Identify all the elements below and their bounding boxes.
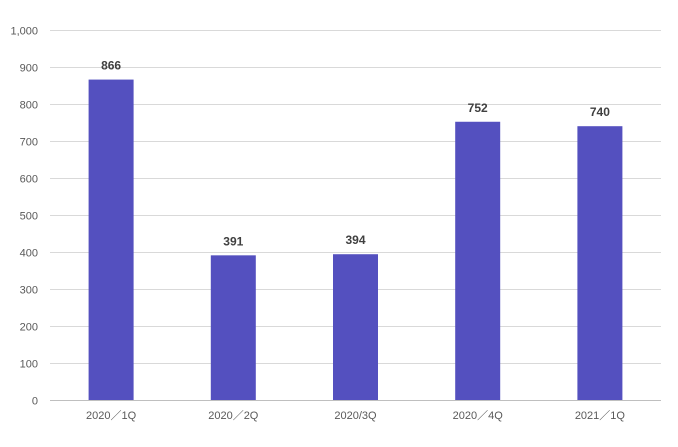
x-tick-label: 2020／4Q (453, 409, 504, 422)
y-tick-label: 500 (20, 211, 38, 223)
bar (333, 254, 378, 400)
gridlines (50, 30, 661, 364)
bar (577, 126, 623, 400)
y-tick-label: 700 (20, 137, 38, 149)
y-tick-label: 900 (20, 63, 38, 75)
data-label: 394 (345, 233, 365, 247)
y-tick-label: 0 (32, 396, 38, 408)
x-tick-label: 2020／2Q (208, 409, 259, 422)
y-tick-label: 800 (20, 100, 38, 112)
bar (455, 121, 501, 400)
y-tick-label: 300 (20, 285, 38, 297)
y-tick-label: 1,000 (10, 26, 38, 38)
x-tick-label: 2020/3Q (334, 410, 377, 422)
data-label: 391 (223, 234, 243, 248)
labels: 0 100 200 300 400 500 600 700 800 900 1,000 2020／1Q… (10, 26, 625, 423)
y-tick-label: 200 (20, 322, 38, 334)
bar (210, 255, 256, 400)
x-tick-label: 2021／1Q (575, 409, 626, 422)
x-tick-label: 2020／1Q (86, 409, 137, 422)
data-label: 740 (590, 105, 610, 119)
data-label: 752 (468, 101, 488, 115)
y-tick-label: 400 (20, 248, 38, 260)
y-tick-label: 100 (20, 359, 38, 371)
bars (88, 79, 623, 400)
y-tick-label: 600 (20, 174, 38, 186)
data-label: 866 (101, 59, 121, 73)
bar (88, 79, 134, 400)
